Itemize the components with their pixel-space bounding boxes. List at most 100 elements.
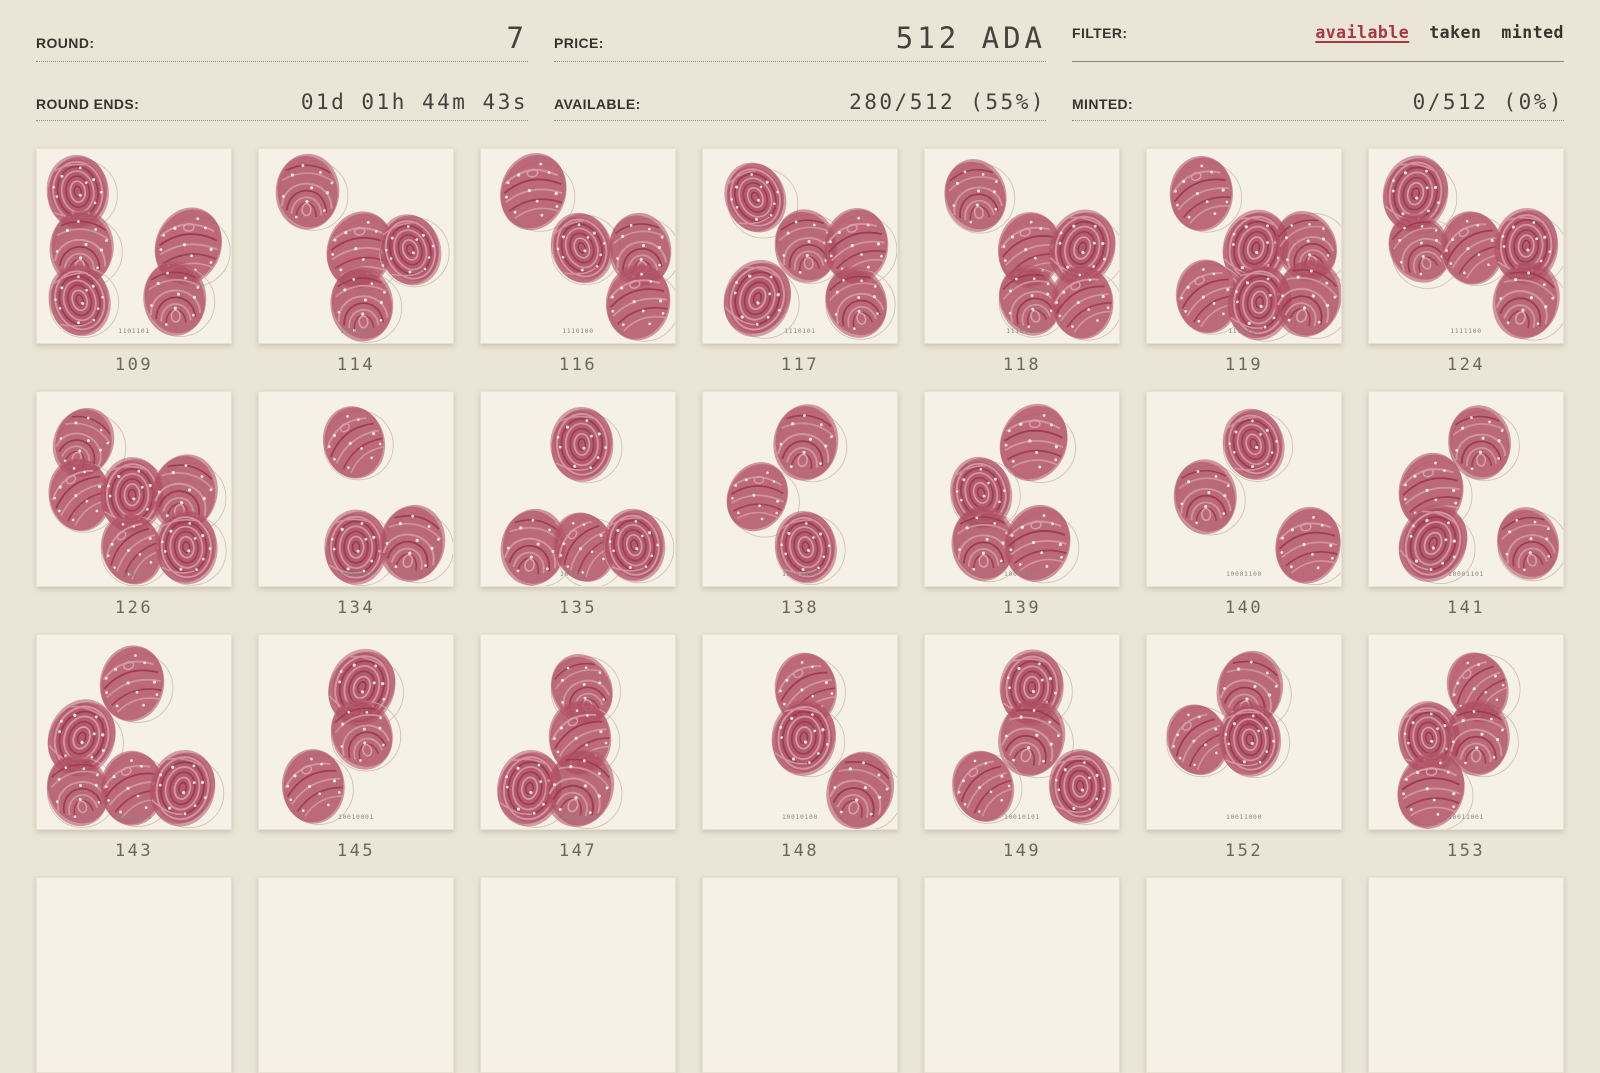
binary-code: 1101101 [118,328,150,336]
nft-number: 147 [558,841,598,862]
nft-card[interactable]: 10001010 [702,391,898,588]
nft-card[interactable]: 1110110 [924,148,1120,345]
nft-number: 114 [336,355,376,376]
nft-card[interactable]: 10001100 [1146,391,1342,588]
binary-code: 10010011 [560,814,596,822]
nft-number: 117 [780,355,820,376]
nft-card[interactable]: 10000111 [480,391,676,588]
fingerprint-art [37,392,231,587]
nft-card[interactable] [1368,877,1564,1073]
nft-cell [258,877,454,1073]
nft-card[interactable]: 10011000 [1146,634,1342,831]
filter-option-available[interactable]: available [1315,23,1410,42]
nft-card[interactable]: 10001101 [1368,391,1564,588]
fingerprint-art [933,392,1086,587]
nft-cell: 1101101 109 [36,148,232,375]
stat-price: PRICE: 512 ADA [554,21,1046,63]
fingerprint-art [1164,393,1341,587]
fingerprint-art [1369,878,1563,1072]
nft-cell: 1110111 119 [1146,148,1342,375]
nft-card[interactable] [480,877,676,1073]
binary-code: 1111100 [1450,328,1482,336]
nft-card[interactable]: 1101101 [36,148,232,345]
binary-code: 10001101 [1448,571,1484,579]
binary-code: 10000111 [560,571,596,579]
nft-cell: 10001100 140 [1146,391,1342,618]
nft-card[interactable]: 1110100 [480,148,676,345]
nft-cell: 1110101 117 [702,148,898,375]
nft-card[interactable]: 10010100 [702,634,898,831]
fingerprint-art [1380,637,1526,830]
nft-number: 116 [558,355,598,376]
stat-price-label: PRICE: [554,35,604,51]
nft-card[interactable] [702,877,898,1073]
binary-code: 1110111 [1228,328,1260,336]
nft-number: 138 [780,598,820,619]
nft-card[interactable]: 1110101 [702,148,898,345]
nft-cell: 1111100 124 [1368,148,1564,375]
binary-code: 10010100 [782,814,818,822]
binary-code: 1110010 [340,328,372,336]
nft-number: 152 [1224,841,1264,862]
nft-card[interactable]: 10010011 [480,634,676,831]
fingerprint-art [266,149,453,344]
nft-card[interactable]: 10001011 [924,391,1120,588]
fingerprint-art [1376,397,1563,587]
nft-card[interactable]: 1110111 [1146,148,1342,345]
nft-card[interactable]: 10001111 [36,634,232,831]
binary-code: 10011000 [1226,814,1262,822]
binary-code: 1110101 [784,328,816,336]
stat-filter-label: FILTER: [1072,25,1128,41]
nft-card[interactable]: 1111100 [1368,148,1564,345]
nft-cell [924,877,1120,1073]
nft-cell [1368,877,1564,1073]
nft-card[interactable] [1146,877,1342,1073]
fingerprint-art [1147,878,1341,1072]
nft-cell: 10010101 149 [924,634,1120,861]
nft-number: 141 [1446,598,1486,619]
stat-round-ends: ROUND ENDS: 01d 01h 44m 43s [36,90,528,122]
nft-card[interactable]: 1111110 [36,391,232,588]
fingerprint-art [703,878,897,1072]
nft-card[interactable]: 10010101 [924,634,1120,831]
binary-code: 1110100 [562,328,594,336]
nft-card[interactable]: 10011001 [1368,634,1564,831]
nft-card[interactable] [924,877,1120,1073]
stat-available-value: 280/512 (55%) [849,90,1046,115]
fingerprint-art [309,394,453,587]
nft-card[interactable] [258,877,454,1073]
nft-cell [702,877,898,1073]
fingerprint-art [930,149,1119,344]
fingerprint-art [37,878,231,1072]
filter-option-minted[interactable]: minted [1501,23,1564,42]
nft-number: 135 [558,598,598,619]
nft-card[interactable] [36,877,232,1073]
nft-card[interactable]: 10000110 [258,391,454,588]
stat-available: AVAILABLE: 280/512 (55%) [554,90,1046,122]
nft-cell: 1110010 114 [258,148,454,375]
nft-card[interactable]: 10010001 [258,634,454,831]
nft-number: 145 [336,841,376,862]
fingerprint-art [925,878,1119,1072]
binary-code: 10010101 [1004,814,1040,822]
nft-cell: 1110100 116 [480,148,676,375]
nft-card[interactable]: 1110010 [258,148,454,345]
binary-code: 10001111 [116,814,152,822]
fingerprint-art [483,639,634,830]
nft-number: 109 [114,355,154,376]
nft-cell: 10001101 141 [1368,391,1564,618]
filter-option-taken[interactable]: taken [1429,23,1482,42]
fingerprint-art [481,878,675,1072]
nft-cell: 10010001 145 [258,634,454,861]
nft-cell: 1111110 126 [36,391,232,618]
fingerprint-art [1163,151,1341,344]
binary-code: 10010001 [338,814,374,822]
nft-number: 153 [1446,841,1486,862]
nft-cell: 10000111 135 [480,391,676,618]
filter-options: available taken minted [1295,22,1564,43]
stat-minted-label: MINTED: [1072,96,1134,113]
fingerprint-art [37,149,231,344]
nft-number: 140 [1224,598,1264,619]
stat-minted: MINTED: 0/512 (0%) [1072,90,1564,122]
